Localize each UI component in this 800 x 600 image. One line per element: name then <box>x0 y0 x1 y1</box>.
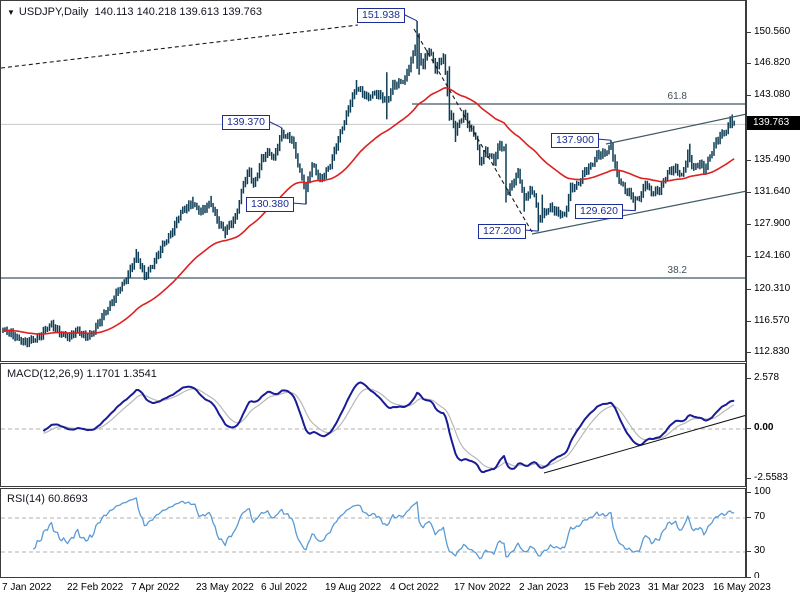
date-axis-label: 7 Jan 2022 <box>2 582 52 593</box>
date-axis-label: 15 Feb 2023 <box>584 582 641 593</box>
date-axis-label: 4 Oct 2022 <box>390 582 439 593</box>
rsi-line <box>32 497 735 560</box>
callout-connector <box>620 209 636 212</box>
price-axis-label-143.080: 143.080 <box>754 89 791 100</box>
price-chart-canvas <box>1 13 745 348</box>
price-axis-label-131.640: 131.640 <box>754 186 791 197</box>
date-axis-label: 16 May 2023 <box>713 582 771 593</box>
macd-axis-label--2.5583-tick <box>747 478 751 479</box>
price-axis-label-112.830-tick <box>747 352 751 353</box>
price-callout-137.900: 137.900 <box>551 133 599 148</box>
price-axis-label-131.640-tick <box>747 192 751 193</box>
date-axis-label: 31 Mar 2023 <box>648 582 705 593</box>
ohlc-bars <box>2 21 735 348</box>
price-axis-label-146.820: 146.820 <box>754 57 791 68</box>
price-axis-label-150.560: 150.560 <box>754 26 791 37</box>
price-axis-label-116.570: 116.570 <box>754 315 790 326</box>
date-axis-label: 23 May 2022 <box>196 582 254 593</box>
price-callout-151.938: 151.938 <box>357 8 405 23</box>
callout-connector <box>267 120 282 129</box>
rsi-current-value: 60.8693 <box>47 493 88 505</box>
callout-connector <box>402 13 418 22</box>
rsi-indicator-panel[interactable]: RSI(14) 60.8693 <box>0 488 746 578</box>
current-price-badge: 139.763 <box>747 116 800 130</box>
rsi-axis-label-100: 100 <box>754 486 771 497</box>
rsi-axis-label-30-tick <box>747 551 751 552</box>
rsi-axis-label-100-tick <box>747 492 751 493</box>
callout-connector <box>291 202 307 205</box>
date-axis[interactable]: 7 Jan 2022 22 Feb 2022 7 Apr 2022 23 May 20… <box>0 578 800 600</box>
macd-trendline <box>543 415 745 474</box>
rsi-title: RSI(14) 60.8693 <box>7 493 88 505</box>
ohlc-low: 139.613 <box>179 6 220 18</box>
rsi-canvas <box>1 497 745 560</box>
macd-axis-label-2.578-tick <box>747 378 751 379</box>
ohlc-close: 139.763 <box>222 6 262 18</box>
rsi-axis-label-70-tick <box>747 517 751 518</box>
price-axis-label-120.310: 120.310 <box>754 283 791 294</box>
price-axis-label-143.080-tick <box>747 95 751 96</box>
date-axis-label: 2 Jan 2023 <box>519 582 569 593</box>
price-callout-139.370: 139.370 <box>222 115 270 130</box>
macd-title: MACD(12,26,9) 1.1701 1.3541 <box>7 368 157 380</box>
price-axis-label-135.490: 135.490 <box>754 154 791 165</box>
rsi-axis-label-0-tick <box>747 577 751 578</box>
macd-axis-label-0.00-tick <box>747 428 751 429</box>
channel-upper-line <box>605 113 745 145</box>
date-axis-label: 19 Aug 2022 <box>325 582 382 593</box>
fib-618-label: 61.8 <box>667 91 687 102</box>
symbol-dropdown-triangle-icon[interactable]: ▼ <box>7 8 15 17</box>
chart-header: ▼ USDJPY,Daily 140.113 140.218 139.613 13… <box>7 6 262 18</box>
price-callout-129.620: 129.620 <box>575 204 623 219</box>
price-axis-label-120.310-tick <box>747 289 751 290</box>
date-axis-label: 17 Nov 2022 <box>454 582 511 593</box>
rsi-axis-label-70: 70 <box>754 511 766 522</box>
price-axis-label-116.570-tick <box>747 321 751 322</box>
rising-dashed-trendline <box>1 24 359 69</box>
macd-current-values: 1.1701 1.3541 <box>86 368 157 380</box>
red-moving-average <box>3 87 735 335</box>
price-axis-label-127.900-tick <box>747 224 751 225</box>
price-axis-label-146.820-tick <box>747 63 751 64</box>
price-callout-127.200: 127.200 <box>478 224 526 239</box>
macd-main-line <box>42 381 735 474</box>
price-axis-label-124.160: 124.160 <box>754 250 791 261</box>
ohlc-open: 140.113 <box>94 6 134 18</box>
rsi-axis-label-30: 30 <box>754 545 766 556</box>
fib-382-label: 38.2 <box>667 265 687 276</box>
price-chart-panel[interactable]: ▼ USDJPY,Daily 140.113 140.218 139.613 13… <box>0 0 746 362</box>
macd-indicator-panel[interactable]: MACD(12,26,9) 1.1701 1.3541 <box>0 363 746 487</box>
symbol-timeframe-label: USDJPY,Daily <box>18 6 89 18</box>
price-axis-label-112.830: 112.830 <box>754 346 790 357</box>
macd-axis-label-0.00: 0.00 <box>754 422 774 433</box>
macd-axis-label-2.578: 2.578 <box>754 372 780 383</box>
macd-axis-label--2.5583: -2.5583 <box>754 472 788 483</box>
value-axis[interactable]: 150.560146.820143.080139.230135.490131.6… <box>746 0 800 582</box>
price-axis-label-150.560-tick <box>747 32 751 33</box>
callout-connector <box>523 229 539 232</box>
price-axis-label-127.900: 127.900 <box>754 218 791 229</box>
rsi-axis-label-0: 0 <box>754 571 760 582</box>
price-callout-130.380: 130.380 <box>246 197 294 212</box>
callout-connector <box>596 138 612 141</box>
macd-signal-line <box>43 388 735 469</box>
price-axis-label-135.490-tick <box>747 160 751 161</box>
price-axis-label-124.160-tick <box>747 256 751 257</box>
channel-lower-line <box>531 190 745 235</box>
date-axis-label: 22 Feb 2022 <box>67 582 124 593</box>
macd-canvas <box>1 381 745 474</box>
date-axis-label: 6 Jul 2022 <box>261 582 308 593</box>
date-axis-label: 7 Apr 2022 <box>131 582 180 593</box>
ohlc-high: 140.218 <box>136 6 177 18</box>
